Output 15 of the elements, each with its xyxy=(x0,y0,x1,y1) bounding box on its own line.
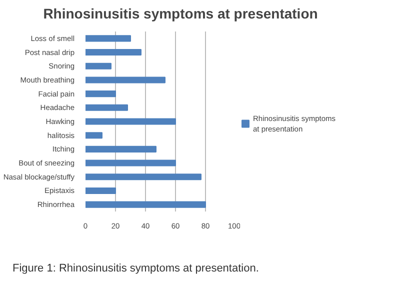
chart-title: Rhinosinusitis symptoms at presentation xyxy=(43,6,318,22)
bar xyxy=(86,76,166,84)
bar xyxy=(86,160,176,166)
bar xyxy=(86,146,156,152)
bar xyxy=(86,49,142,56)
caption: Figure 1: Rhinosinusitis symptoms at presentation. xyxy=(12,262,259,274)
bar xyxy=(86,35,131,42)
bar xyxy=(86,104,128,111)
bar xyxy=(86,201,206,208)
bar xyxy=(86,90,116,98)
bar xyxy=(86,118,176,125)
bar xyxy=(86,174,202,180)
bar xyxy=(86,132,102,139)
bar xyxy=(86,62,112,70)
bar xyxy=(86,187,116,194)
